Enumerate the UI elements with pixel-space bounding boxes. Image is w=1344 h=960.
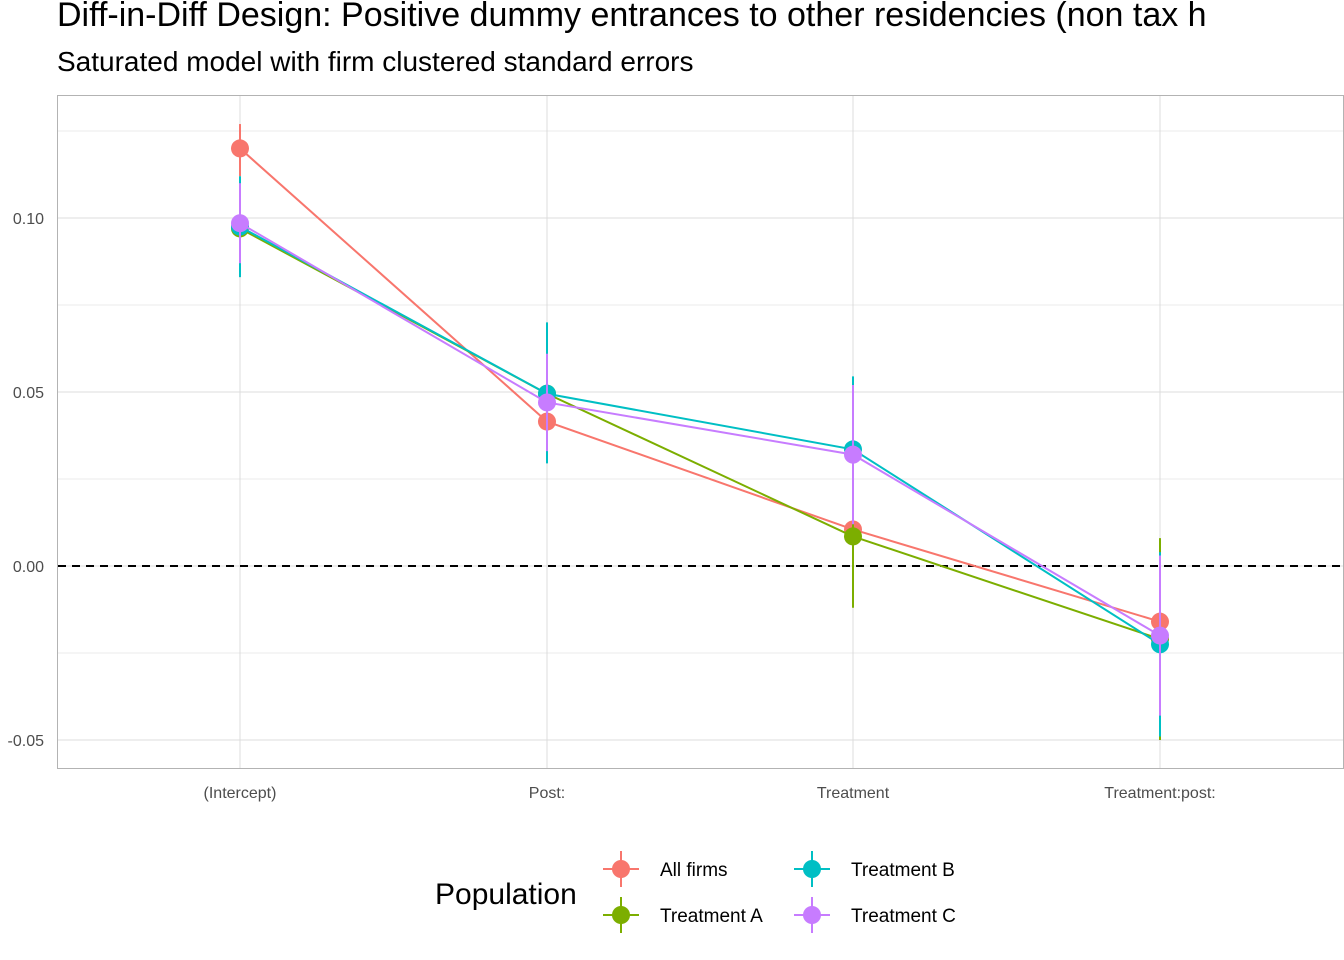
series-line bbox=[239, 147, 1161, 623]
data-point bbox=[844, 527, 862, 546]
legend-key-point bbox=[612, 906, 630, 924]
data-point bbox=[231, 214, 249, 233]
y-tick-label: -0.05 bbox=[8, 733, 45, 750]
y-tick-label: 0.00 bbox=[13, 559, 44, 576]
series-layer bbox=[231, 124, 1169, 740]
series-treatment-c bbox=[231, 183, 1169, 716]
legend: Population All firms Treatment A Treatment… bbox=[435, 851, 956, 933]
legend-label: All firms bbox=[660, 860, 728, 881]
x-tick-label: Treatment:post: bbox=[1104, 785, 1215, 802]
legend-label: Treatment B bbox=[851, 860, 955, 881]
legend-item: Treatment A bbox=[603, 897, 763, 933]
data-point bbox=[231, 139, 249, 158]
data-point bbox=[844, 445, 862, 464]
x-tick-label: Post: bbox=[529, 785, 565, 802]
legend-title: Population bbox=[435, 878, 577, 911]
legend-key-point bbox=[803, 860, 821, 878]
x-axis-tick-labels: (Intercept) Post: Treatment Treatment:post: bbox=[204, 785, 1216, 802]
series-line bbox=[239, 227, 1161, 641]
plot-panel-border bbox=[57, 95, 1344, 769]
grid-lines bbox=[58, 96, 1343, 768]
legend-item: All firms bbox=[603, 851, 728, 887]
data-point bbox=[1151, 626, 1169, 645]
x-tick-label: Treatment bbox=[817, 785, 890, 802]
y-axis-tick-labels: -0.05 0.00 0.05 0.10 bbox=[8, 211, 45, 750]
chart-title: Diff-in-Diff Design: Positive dummy entr… bbox=[57, 0, 1207, 34]
series-treatment-b bbox=[231, 176, 1169, 737]
legend-key-point bbox=[612, 860, 630, 878]
x-tick-label: (Intercept) bbox=[204, 785, 277, 802]
series-line bbox=[239, 225, 1161, 646]
data-point bbox=[538, 393, 556, 412]
y-tick-label: 0.05 bbox=[13, 385, 44, 402]
y-tick-label: 0.10 bbox=[13, 211, 44, 228]
legend-label: Treatment A bbox=[660, 906, 763, 927]
legend-item: Treatment B bbox=[794, 851, 955, 887]
series-line bbox=[239, 222, 1161, 637]
chart-subtitle: Saturated model with firm clustered stan… bbox=[57, 46, 694, 77]
legend-label: Treatment C bbox=[851, 906, 956, 927]
legend-key-point bbox=[803, 906, 821, 924]
legend-items: All firms Treatment A Treatment B Treatment… bbox=[603, 851, 956, 933]
legend-item: Treatment C bbox=[794, 897, 956, 933]
